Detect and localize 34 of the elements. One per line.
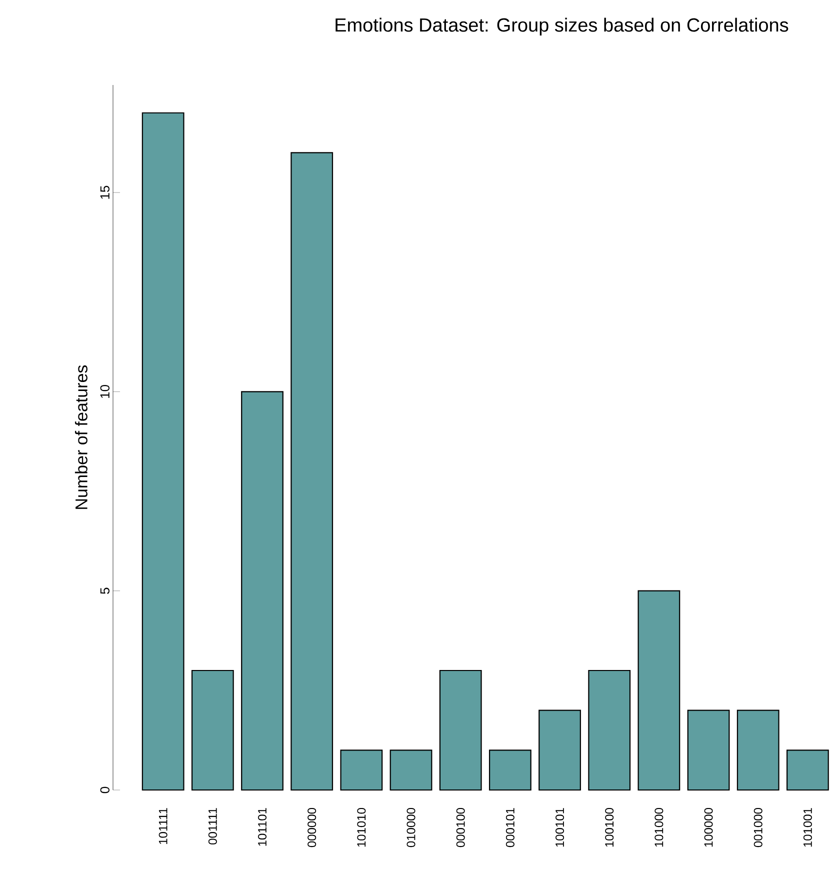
x-tick-label: 001000 (754, 808, 762, 848)
x-tick-label: 100100 (605, 808, 614, 847)
bar (588, 670, 631, 791)
bar (638, 590, 680, 791)
y-tick-label: 5 (100, 588, 110, 594)
y-tick-label: 10 (100, 384, 110, 398)
x-tick-label: 000101 (506, 808, 514, 848)
x-tick-label: 000100 (456, 808, 465, 848)
bar (390, 750, 432, 791)
bar (142, 112, 184, 791)
x-tick-label: 101010 (357, 808, 366, 847)
bar (736, 710, 780, 791)
x-tick-label: 101000 (654, 808, 664, 847)
bar (191, 670, 234, 791)
y-tick-label: 15 (100, 186, 110, 199)
chart-title: Emotions Dataset: Group sizes based on Correlations (336, 18, 788, 36)
bar (290, 152, 334, 791)
bar (241, 391, 284, 791)
bar (488, 750, 532, 791)
bar (687, 710, 730, 791)
bar (439, 670, 482, 791)
x-tick-label: 100101 (556, 808, 564, 847)
x-tick-label: 101111 (158, 808, 168, 844)
bar (786, 750, 829, 791)
x-tick-label: 000000 (308, 808, 316, 848)
x-tick-label: 010000 (406, 808, 416, 848)
x-tick-label: 100000 (704, 808, 713, 847)
x-tick-label: 101101 (258, 808, 267, 846)
bar (340, 750, 383, 791)
x-tick-label: 101001 (803, 808, 812, 847)
x-tick-label: 001111 (208, 808, 217, 844)
bar (538, 710, 581, 791)
y-axis-title: Number of features (74, 365, 88, 509)
y-tick-label: 0 (100, 786, 110, 794)
